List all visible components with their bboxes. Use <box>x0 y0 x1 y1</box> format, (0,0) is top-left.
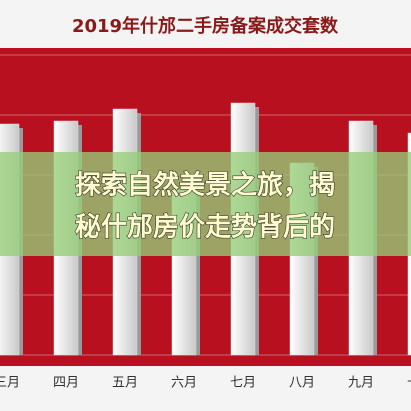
banner-line: 探索自然美景之旅，揭 <box>75 170 335 201</box>
chart-title: 2019年什邡二手房备案成交套数 <box>72 15 339 37</box>
x-tick-label: 八月 <box>289 376 315 391</box>
x-tick-label: 五月 <box>112 376 138 391</box>
bar-side <box>312 167 318 355</box>
x-tick-label: 六月 <box>171 376 197 391</box>
overlay-banner: 探索自然美景之旅，揭 秘什邡房价走势背后的 <box>0 152 411 256</box>
banner-line: 秘什邡房价走势背后的 <box>75 212 335 243</box>
x-tick-label: 三月 <box>0 376 20 391</box>
x-tick-label: 四月 <box>53 376 79 391</box>
x-tick-label: 九月 <box>348 376 374 391</box>
banner <box>0 152 411 256</box>
x-tick-label: 七月 <box>230 376 256 391</box>
bar-side <box>194 194 200 355</box>
x-tick-label: 十月 <box>407 376 411 391</box>
